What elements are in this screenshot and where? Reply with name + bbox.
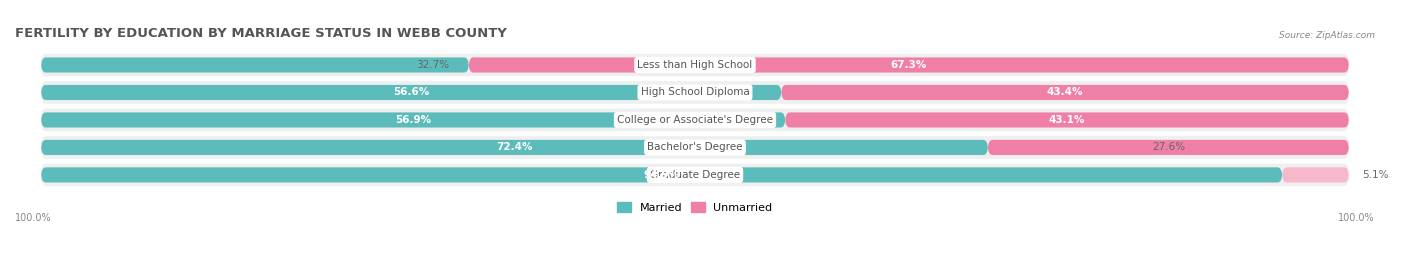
FancyBboxPatch shape bbox=[41, 109, 1348, 131]
Text: College or Associate's Degree: College or Associate's Degree bbox=[617, 115, 773, 125]
FancyBboxPatch shape bbox=[785, 112, 1348, 128]
Text: 5.1%: 5.1% bbox=[1362, 170, 1388, 180]
Text: 56.9%: 56.9% bbox=[395, 115, 432, 125]
FancyBboxPatch shape bbox=[41, 136, 1348, 159]
FancyBboxPatch shape bbox=[782, 85, 1348, 100]
Text: 27.6%: 27.6% bbox=[1152, 143, 1185, 153]
Text: Graduate Degree: Graduate Degree bbox=[650, 170, 740, 180]
Text: 43.4%: 43.4% bbox=[1047, 87, 1083, 97]
Legend: Married, Unmarried: Married, Unmarried bbox=[613, 198, 778, 217]
FancyBboxPatch shape bbox=[41, 81, 1348, 104]
Text: Source: ZipAtlas.com: Source: ZipAtlas.com bbox=[1279, 31, 1375, 40]
Text: 94.9%: 94.9% bbox=[644, 170, 679, 180]
FancyBboxPatch shape bbox=[1282, 167, 1348, 182]
Text: 100.0%: 100.0% bbox=[1339, 213, 1375, 223]
FancyBboxPatch shape bbox=[41, 112, 785, 128]
Text: Bachelor's Degree: Bachelor's Degree bbox=[647, 143, 742, 153]
Text: High School Diploma: High School Diploma bbox=[641, 87, 749, 97]
Text: Less than High School: Less than High School bbox=[637, 60, 752, 70]
Text: 56.6%: 56.6% bbox=[394, 87, 429, 97]
FancyBboxPatch shape bbox=[41, 140, 988, 155]
Text: 72.4%: 72.4% bbox=[496, 143, 533, 153]
FancyBboxPatch shape bbox=[41, 54, 1348, 76]
Text: 43.1%: 43.1% bbox=[1049, 115, 1085, 125]
FancyBboxPatch shape bbox=[41, 57, 468, 73]
Text: 32.7%: 32.7% bbox=[416, 60, 449, 70]
Text: 100.0%: 100.0% bbox=[15, 213, 52, 223]
FancyBboxPatch shape bbox=[988, 140, 1348, 155]
FancyBboxPatch shape bbox=[41, 85, 782, 100]
Text: FERTILITY BY EDUCATION BY MARRIAGE STATUS IN WEBB COUNTY: FERTILITY BY EDUCATION BY MARRIAGE STATU… bbox=[15, 27, 508, 40]
FancyBboxPatch shape bbox=[41, 164, 1348, 186]
FancyBboxPatch shape bbox=[468, 57, 1348, 73]
FancyBboxPatch shape bbox=[41, 167, 1282, 182]
Text: 67.3%: 67.3% bbox=[890, 60, 927, 70]
